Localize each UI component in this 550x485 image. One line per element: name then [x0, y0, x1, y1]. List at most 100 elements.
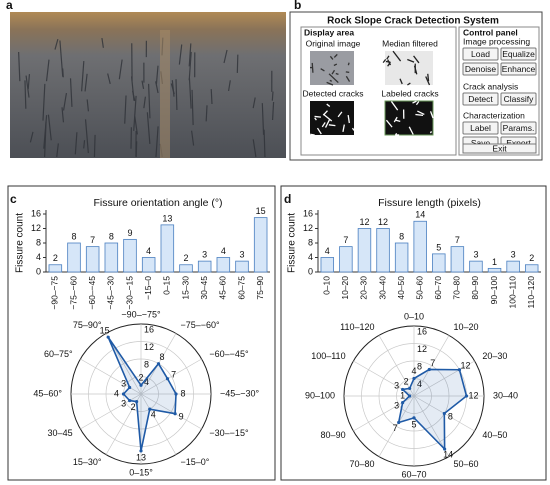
section-title: Image processing	[463, 36, 530, 46]
radar-point	[165, 377, 170, 381]
crack-texture	[314, 115, 322, 118]
crack-texture	[321, 122, 326, 128]
crack-texture	[408, 126, 414, 135]
crack-texture	[316, 127, 322, 135]
x-tick-label: 30–40	[377, 276, 387, 300]
crack-texture	[331, 69, 336, 75]
value-label: 1	[492, 257, 497, 267]
button-label[interactable]: Denoise	[465, 64, 496, 74]
rock-texture	[69, 78, 73, 107]
crack-texture	[320, 68, 325, 72]
rock-texture	[54, 38, 59, 50]
value-label: 2	[53, 253, 58, 263]
crack-texture	[392, 50, 402, 62]
rock-texture	[25, 75, 30, 98]
button-label[interactable]: Params.	[503, 123, 535, 133]
button[interactable]	[462, 92, 499, 106]
image-label: Original image	[306, 38, 361, 48]
button-label[interactable]: Exit	[492, 143, 507, 153]
crack-texture	[429, 111, 434, 119]
section-title: Characterization	[463, 110, 525, 120]
rock-texture	[178, 44, 183, 65]
radar-point	[128, 385, 132, 390]
bar	[413, 220, 427, 273]
spoke	[140, 393, 177, 455]
button[interactable]	[462, 121, 499, 135]
crack-texture	[386, 55, 390, 60]
radar-point	[397, 420, 401, 425]
button[interactable]	[500, 92, 537, 106]
spoke	[105, 393, 142, 455]
rock-texture	[148, 83, 151, 119]
x-tick-label: −30–−15	[124, 276, 134, 310]
x-tick-label: 50–60	[414, 276, 424, 300]
button-label[interactable]: Label	[470, 123, 491, 133]
y-tick-label: 0	[308, 266, 313, 276]
rock-texture	[155, 126, 159, 158]
y-tick-label: 12	[31, 223, 41, 233]
x-tick-label: −45–−30	[106, 276, 116, 310]
crack-texture	[382, 58, 387, 63]
value-label: 14	[443, 449, 453, 459]
button-label[interactable]: Export	[506, 138, 531, 148]
r-tick-label: 4	[144, 377, 149, 387]
category-label: −75–−60°	[181, 320, 221, 330]
radar-point	[427, 367, 431, 372]
spoke	[378, 335, 415, 397]
bar	[506, 260, 520, 273]
radar-point	[401, 387, 405, 392]
button[interactable]	[500, 62, 537, 76]
crack-texture	[329, 79, 333, 82]
button-label[interactable]: Save	[471, 138, 491, 148]
radar-point	[442, 411, 446, 416]
bar	[469, 260, 483, 273]
bar	[339, 246, 353, 273]
rock-texture	[188, 51, 192, 81]
button-label[interactable]: Detect	[468, 94, 493, 104]
value-label: 13	[136, 452, 146, 462]
category-label: 40–50	[482, 430, 507, 440]
value-label: 4	[325, 246, 330, 256]
x-tick-label: 15–30	[180, 276, 190, 300]
bar	[253, 217, 268, 273]
button[interactable]	[500, 47, 537, 61]
button[interactable]	[462, 62, 499, 76]
crack-texture	[427, 73, 430, 82]
button[interactable]	[500, 121, 537, 135]
crack-texture	[413, 65, 418, 75]
crack-texture	[415, 101, 420, 106]
value-label: 15	[256, 206, 266, 216]
category-label: 45–60°	[33, 388, 62, 398]
category-label: 20–30	[482, 351, 507, 361]
rock-texture	[170, 83, 175, 95]
button[interactable]	[462, 47, 499, 61]
rock-texture	[130, 76, 135, 101]
value-label: 4	[151, 410, 156, 420]
r-tick-label: 12	[417, 344, 427, 354]
crack-texture	[345, 75, 351, 82]
crack-texture	[337, 111, 343, 118]
app-title: Rock Slope Crack Detection System	[327, 16, 499, 27]
x-tick-label: 10–20	[340, 276, 350, 300]
crack-texture	[310, 133, 315, 136]
button-label[interactable]: Load	[471, 49, 490, 59]
button-label[interactable]: Equalize	[502, 49, 535, 59]
rock-texture	[62, 68, 64, 78]
button[interactable]	[462, 143, 537, 154]
rock-texture	[205, 105, 208, 122]
value-label: 9	[127, 228, 132, 238]
button-label[interactable]: Classify	[504, 94, 535, 104]
value-label: 1	[400, 390, 405, 400]
rock-texture	[175, 79, 178, 110]
crack-texture	[345, 71, 350, 74]
crack-texture	[385, 119, 393, 128]
crack-texture	[333, 63, 338, 67]
radar-point	[457, 368, 462, 372]
value-label: 3	[511, 250, 516, 260]
bar	[104, 242, 119, 273]
button-label[interactable]: Enhance	[502, 64, 536, 74]
value-label: 4	[114, 388, 119, 398]
x-tick-label: −60–−45	[87, 276, 97, 310]
value-label: 7	[343, 235, 348, 245]
